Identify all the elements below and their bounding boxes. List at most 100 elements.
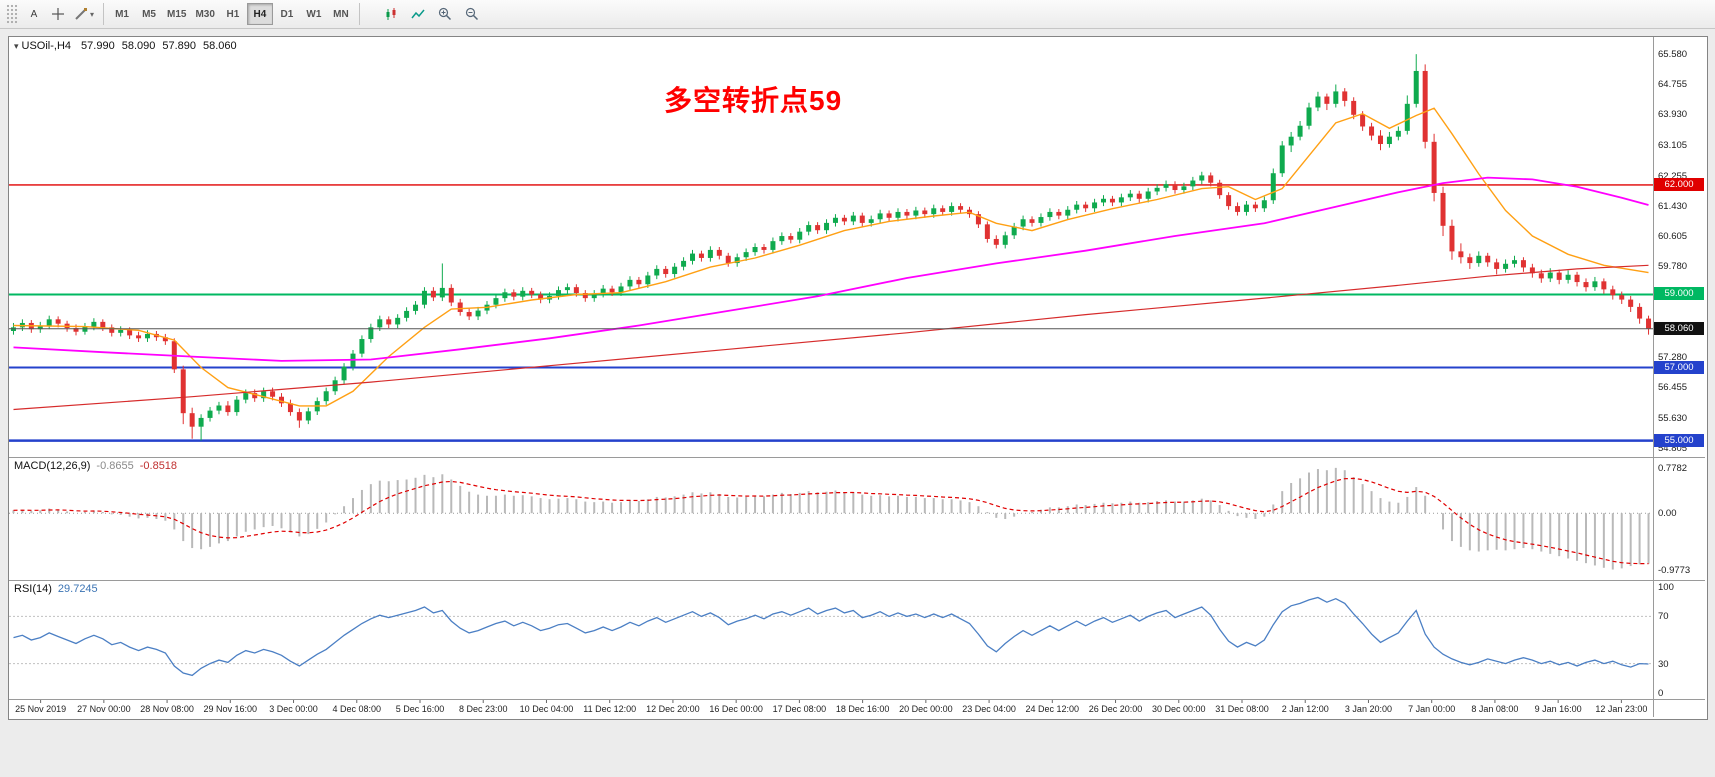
time-axis-label: 25 Nov 2019 (15, 704, 67, 714)
rsi-scale-label: 100 (1658, 582, 1674, 593)
timeframe-button-m30[interactable]: M30 (191, 3, 218, 25)
ma-slow-line (13, 264, 1649, 411)
macd-scale-label: 0.7782 (1658, 462, 1688, 474)
ohlc-low-value: 57.890 (162, 40, 197, 52)
timeframe-button-h1[interactable]: H1 (220, 3, 246, 25)
timeframe-button-m5[interactable]: M5 (136, 3, 162, 25)
time-axis-label: 27 Nov 00:00 (77, 704, 131, 714)
cursor-tool-button[interactable]: A (22, 3, 46, 25)
price-scale-label: 63.930 (1658, 109, 1688, 121)
price-scale-label: 63.105 (1658, 139, 1688, 151)
time-axis-label: 8 Jan 08:00 (1471, 704, 1519, 714)
timeframe-toolbar: M1 M5 M15 M30 H1 H4 D1 W1 MN (109, 3, 354, 25)
chart-header: ▾ USOil-,H4 57.990 58.090 57.890 58.060 (14, 40, 244, 52)
price-scale-label: 62.255 (1658, 170, 1688, 182)
chart-canvas[interactable] (9, 37, 1705, 717)
zoom-out-icon (465, 7, 478, 21)
time-axis-label: 3 Dec 00:00 (269, 704, 318, 714)
toolbar: A ▾ M1 M5 M15 M30 H1 H4 D1 W1 MN (0, 0, 1715, 29)
price-scale-label: 56.455 (1658, 382, 1688, 394)
rsi-value: 29.7245 (57, 583, 98, 595)
chart-annotation-text[interactable]: 多空转折点59 (664, 85, 843, 116)
time-axis-label: 20 Dec 00:00 (899, 704, 953, 714)
price-scale-label: 54.805 (1658, 442, 1688, 454)
time-axis-label: 10 Dec 04:00 (519, 704, 574, 714)
rsi-layer (9, 596, 1653, 677)
chart-tools-cluster (379, 3, 484, 25)
ohlc-close-value: 58.060 (203, 40, 237, 52)
rsi-label: RSI(14) (14, 583, 52, 595)
time-axis-label: 11 Dec 12:00 (583, 704, 637, 714)
price-scale-label: 55.630 (1658, 412, 1688, 424)
candlestick-icon (386, 8, 396, 20)
price-level-badge: 57.000 (1654, 360, 1704, 374)
macd-signal-line (13, 477, 1649, 565)
macd-main-value: -0.8655 (96, 460, 134, 472)
chart-window[interactable]: ▾ USOil-,H4 57.990 58.090 57.890 58.060 多空转折点… (8, 36, 1708, 720)
draw-tools-dropdown[interactable]: ▾ (70, 3, 98, 25)
timeframe-button-mn[interactable]: MN (328, 3, 354, 25)
time-axis-label: 17 Dec 08:00 (772, 704, 827, 714)
price-scale-label: 65.580 (1658, 49, 1688, 61)
macd-layer (9, 467, 1653, 570)
ma-fast-line (13, 107, 1649, 407)
chevron-down-icon: ▾ (90, 9, 95, 19)
time-axis-label: 9 Jan 16:00 (1534, 704, 1582, 714)
time-axis-label: 18 Dec 16:00 (835, 704, 890, 714)
crosshair-tool-button[interactable] (46, 3, 70, 25)
time-axis-label: 29 Nov 16:00 (203, 704, 258, 714)
candlestick-style-button[interactable] (379, 3, 403, 25)
time-axis-label: 28 Nov 08:00 (140, 704, 194, 714)
rsi-line (13, 596, 1649, 677)
price-scale-label: 60.605 (1658, 230, 1688, 242)
chart-symbol-label: USOil-,H4 (21, 40, 72, 52)
time-axis-label: 23 Dec 04:00 (962, 704, 1016, 714)
time-axis-label: 8 Dec 23:00 (458, 704, 508, 714)
toolbar-separator (358, 3, 360, 25)
time-axis-label: 12 Jan 23:00 (1595, 704, 1648, 714)
price-level-badge: 55.000 (1654, 433, 1704, 447)
timeframe-button-m15[interactable]: M15 (163, 3, 190, 25)
timeframe-button-w1[interactable]: W1 (301, 3, 327, 25)
toolbar-drag-handle[interactable] (5, 3, 19, 25)
time-axis-label: 5 Dec 16:00 (395, 704, 445, 714)
timeframe-button-h4[interactable]: H4 (246, 3, 273, 25)
price-scale-label: 59.780 (1658, 260, 1688, 272)
time-axis-label: 30 Dec 00:00 (1151, 704, 1206, 714)
price-scale-label: 57.280 (1658, 352, 1688, 364)
macd-scale-label: 0.00 (1658, 508, 1677, 520)
crosshair-icon (52, 8, 64, 20)
zoom-out-button[interactable] (460, 3, 484, 25)
macd-signal-value: -0.8518 (139, 460, 178, 472)
rsi-scale-label: 70 (1658, 611, 1669, 623)
timeframe-button-d1[interactable]: D1 (274, 3, 300, 25)
price-level-badge: 59.000 (1654, 287, 1704, 301)
zoom-in-button[interactable] (433, 3, 457, 25)
current-price-badge: 58.060 (1654, 321, 1704, 335)
time-axis-label: 26 Dec 20:00 (1088, 704, 1143, 714)
rsi-panel-label: RSI(14) 29.7245 (14, 583, 98, 595)
toolbar-separator (103, 3, 105, 25)
rsi-scale-label: 30 (1658, 658, 1669, 670)
macd-label: MACD(12,26,9) (14, 460, 91, 472)
pencil-icon (75, 8, 87, 20)
time-axis-label: 24 Dec 12:00 (1025, 704, 1080, 714)
one-click-trading-icon[interactable]: ▾ (14, 41, 19, 51)
ohlc-high-value: 58.090 (121, 40, 156, 52)
ohlc-open-value: 57.990 (81, 40, 115, 52)
line-chart-icon (411, 9, 425, 19)
time-axis-label: 2 Jan 12:00 (1281, 704, 1329, 714)
line-chart-style-button[interactable] (406, 3, 430, 25)
time-axis-label: 4 Dec 08:00 (332, 704, 382, 714)
time-axis-label: 31 Dec 08:00 (1215, 704, 1269, 714)
timeframe-button-m1[interactable]: M1 (109, 3, 135, 25)
price-scale-label: 64.755 (1658, 79, 1688, 91)
ma-mid-line (13, 176, 1649, 362)
price-level-badge: 62.000 (1654, 177, 1704, 191)
macd-scale-label: -0.9773 (1658, 564, 1691, 576)
time-axis-label: 7 Jan 00:00 (1408, 704, 1456, 714)
macd-panel-label: MACD(12,26,9) -0.8655 -0.8518 (14, 460, 177, 472)
time-axis-label: 16 Dec 00:00 (709, 704, 763, 714)
zoom-in-icon (438, 7, 451, 21)
rsi-scale-label: 0 (1658, 688, 1664, 699)
